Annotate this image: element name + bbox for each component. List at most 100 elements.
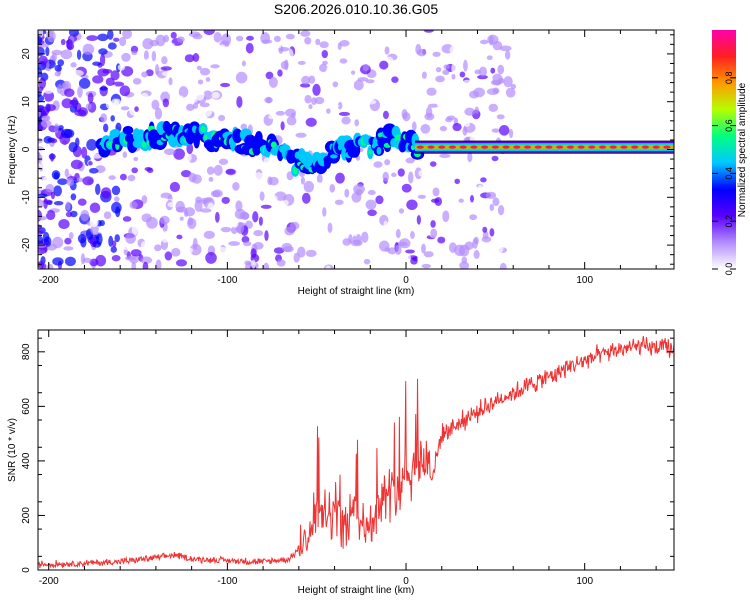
heatmap-cell [264, 97, 273, 104]
heatmap-cell [176, 234, 183, 240]
heatmap-cell [398, 208, 405, 214]
heatmap-cell [66, 38, 73, 50]
heatmap-cell [146, 167, 154, 173]
heatmap-cell [303, 180, 315, 193]
spectrogram-x-tick-labels: -200 -100 0 100 [39, 275, 594, 286]
heatmap-cell [189, 243, 202, 256]
heatmap-cell [140, 113, 151, 120]
heatmap-cell [474, 106, 479, 114]
heatmap-cell [478, 46, 488, 53]
heatmap-cell [406, 199, 418, 211]
heatmap-cell [499, 45, 512, 52]
heatmap-cell [376, 146, 382, 155]
heatmap-cell [258, 216, 263, 226]
heatmap-cell [53, 185, 62, 197]
heatmap-cell [367, 190, 376, 196]
heatmap-cell [445, 117, 453, 123]
heatmap-cell [421, 263, 432, 269]
spectrogram-x-axis-label: Height of straight line (km) [298, 286, 415, 297]
heatmap-cell [341, 124, 353, 130]
heatmap-cell [113, 98, 122, 109]
heatmap-cell [327, 222, 333, 234]
heatmap-cell [464, 121, 470, 127]
heatmap-cell [174, 111, 180, 123]
heatmap-cell [504, 50, 511, 60]
heatmap-cell [430, 97, 437, 104]
heatmap-cell [459, 145, 467, 149]
heatmap-cell [183, 66, 189, 73]
heatmap-cell [45, 46, 50, 57]
heatmap-cell [439, 125, 448, 132]
heatmap-cell [77, 233, 87, 244]
heatmap-cell [251, 259, 256, 269]
heatmap-cell [284, 236, 297, 245]
heatmap-cell [50, 153, 55, 162]
heatmap-cell [225, 66, 234, 74]
heatmap-cell [365, 199, 377, 210]
heatmap-cell [432, 187, 440, 197]
heatmap-cell [448, 145, 456, 149]
heatmap-cell [161, 71, 171, 77]
heatmap-cell [384, 159, 391, 166]
heatmap-cell [435, 67, 442, 73]
y-tick-label: 200 [21, 507, 32, 524]
x-tick-label: -100 [217, 275, 237, 286]
heatmap-cell [38, 35, 43, 45]
heatmap-cell [131, 167, 139, 174]
heatmap-cell [490, 67, 496, 74]
heatmap-cell [187, 217, 194, 226]
heatmap-cell [179, 216, 184, 221]
heatmap-cell [107, 30, 114, 40]
heatmap-cell [200, 126, 206, 133]
heatmap-cell [64, 168, 70, 178]
heatmap-cell [110, 70, 120, 81]
snr-series-line [38, 336, 674, 569]
heatmap-cell [387, 247, 397, 255]
heatmap-cell [451, 222, 460, 230]
heatmap-cell [192, 237, 198, 250]
heatmap-cell [292, 166, 298, 175]
heatmap-cell [346, 212, 352, 219]
y-tick-label: -20 [21, 237, 32, 252]
heatmap-cell [268, 176, 279, 186]
heatmap-cell [271, 163, 284, 174]
heatmap-cell [154, 107, 163, 120]
heatmap-cell [430, 220, 436, 228]
heatmap-cell [38, 193, 48, 198]
heatmap-cell [92, 61, 102, 66]
heatmap-cell [491, 145, 499, 149]
heatmap-cell [120, 244, 130, 251]
heatmap-cell [106, 221, 115, 228]
heatmap-cell [155, 34, 166, 47]
heatmap-cell [194, 199, 203, 212]
heatmap-cell [89, 216, 99, 228]
heatmap-cell [122, 30, 133, 39]
heatmap-cell [57, 59, 65, 67]
heatmap-cell [133, 156, 139, 162]
snr-x-tick-labels: -200 -100 0 100 [39, 576, 594, 587]
heatmap-cell [391, 172, 397, 177]
heatmap-cell [246, 35, 254, 41]
heatmap-cell [381, 181, 390, 188]
heatmap-cell [362, 63, 369, 72]
heatmap-cell [375, 195, 384, 205]
heatmap-cell [38, 224, 42, 230]
spectrogram-heatmap [38, 30, 674, 269]
heatmap-cell [82, 176, 94, 186]
heatmap-cell [469, 194, 475, 203]
heatmap-cell [446, 184, 455, 193]
heatmap-cell [203, 30, 215, 36]
heatmap-cell [424, 112, 435, 121]
heatmap-cell [459, 261, 470, 269]
heatmap-cell [275, 110, 286, 116]
heatmap-cell [264, 230, 269, 242]
heatmap-cell [187, 247, 193, 254]
heatmap-cell [397, 168, 405, 177]
heatmap-cell [556, 145, 564, 149]
heatmap-cell [663, 145, 671, 149]
heatmap-cell [464, 32, 472, 40]
heatmap-cell [498, 125, 510, 136]
heatmap-cell [134, 106, 139, 112]
heatmap-cell [76, 177, 84, 183]
heatmap-cell [205, 77, 211, 82]
